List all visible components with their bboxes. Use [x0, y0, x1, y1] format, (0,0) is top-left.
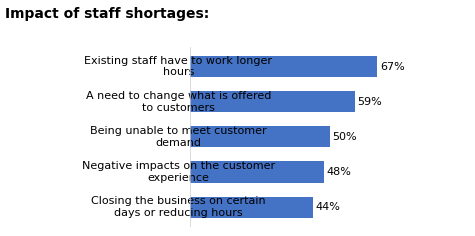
Bar — [190, 91, 355, 112]
Bar — [190, 161, 324, 183]
Bar — [190, 56, 377, 77]
Text: 48%: 48% — [327, 167, 352, 177]
Text: 59%: 59% — [357, 97, 382, 107]
Text: 67%: 67% — [380, 62, 405, 72]
Text: Impact of staff shortages:: Impact of staff shortages: — [5, 7, 209, 21]
Bar — [190, 197, 313, 218]
Text: 44%: 44% — [315, 202, 341, 212]
Bar — [190, 126, 330, 148]
Text: 50%: 50% — [332, 132, 357, 142]
